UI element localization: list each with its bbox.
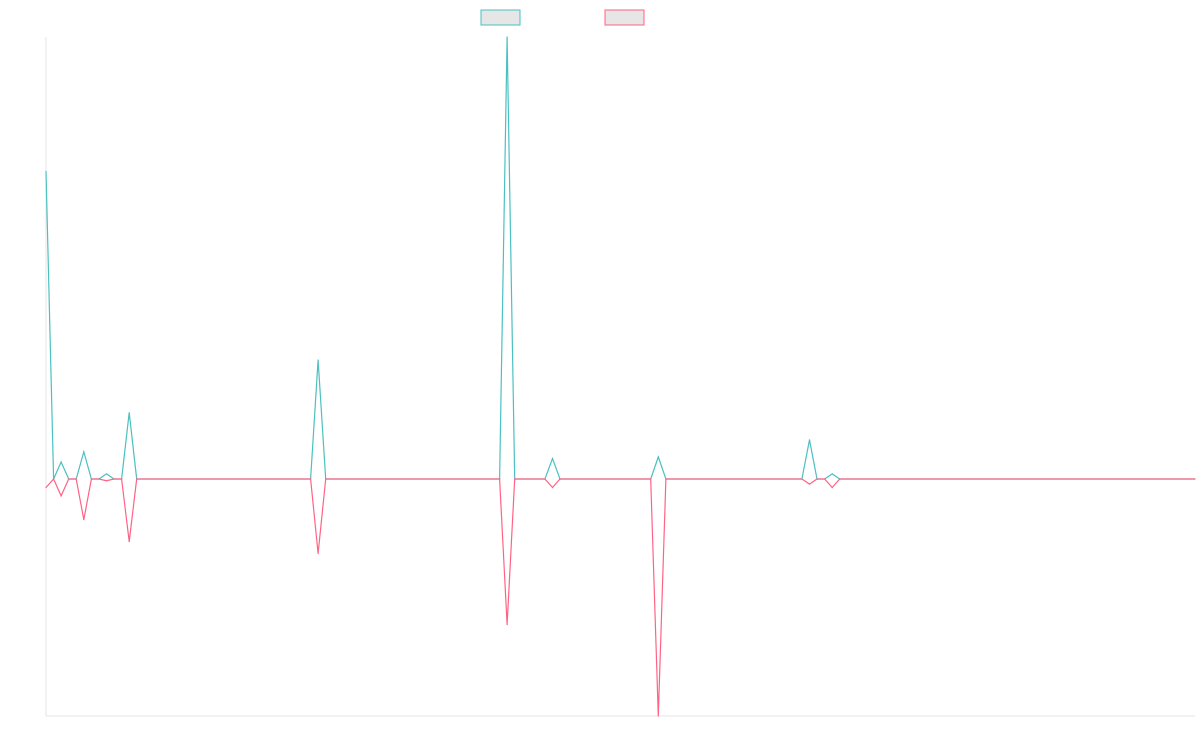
axes — [45, 37, 1195, 717]
series-2-point — [824, 478, 826, 480]
series-2-point — [831, 486, 833, 489]
series-2-point — [650, 478, 652, 480]
series-2-point — [53, 478, 55, 480]
series-2-point — [128, 541, 130, 543]
legend-swatch-series-1[interactable] — [480, 9, 521, 26]
series-2-point — [325, 478, 327, 480]
series-2-point — [60, 495, 62, 497]
series-2-point — [1194, 478, 1196, 480]
series-2-point — [317, 552, 319, 555]
series-2-point — [68, 478, 70, 480]
series-2-point — [665, 478, 667, 480]
legend-swatch-series-2[interactable] — [604, 9, 645, 26]
series-1-point — [128, 412, 130, 414]
series-2-point — [551, 486, 554, 489]
series-2-point — [83, 519, 85, 521]
series-2-point — [90, 478, 92, 480]
series-1-point — [60, 461, 62, 463]
series-2-point — [121, 478, 123, 480]
series-2-point — [801, 478, 803, 480]
series-2-point — [310, 478, 312, 480]
series-2-point — [839, 478, 841, 480]
legend[interactable] — [480, 9, 645, 26]
series-1-point — [45, 170, 47, 172]
series-1-point — [831, 473, 833, 475]
series-2-point — [98, 478, 100, 480]
series-1-point — [551, 458, 554, 460]
series-2-point — [136, 478, 138, 480]
series-1-line — [45, 36, 1195, 480]
series-2-point — [808, 483, 811, 485]
series-2-point — [657, 715, 659, 717]
series-2-point — [559, 478, 561, 480]
series-1-point — [506, 36, 508, 38]
series-2-point — [816, 478, 818, 480]
series-2-point — [75, 478, 77, 480]
series-2-point — [45, 486, 47, 489]
series-1-point — [808, 439, 811, 441]
series-1-point — [83, 451, 85, 453]
series-1-point — [105, 473, 108, 475]
series-2-point — [514, 478, 516, 480]
series-2-point — [506, 624, 508, 626]
series-2-point — [105, 480, 108, 482]
series-2-line — [45, 477, 1195, 717]
series-2-point — [499, 478, 501, 480]
series-2-point — [113, 478, 115, 480]
series-layer — [45, 36, 1196, 717]
series-1-point — [317, 359, 319, 361]
series-2-point — [544, 478, 546, 480]
series-1-point — [657, 456, 659, 458]
